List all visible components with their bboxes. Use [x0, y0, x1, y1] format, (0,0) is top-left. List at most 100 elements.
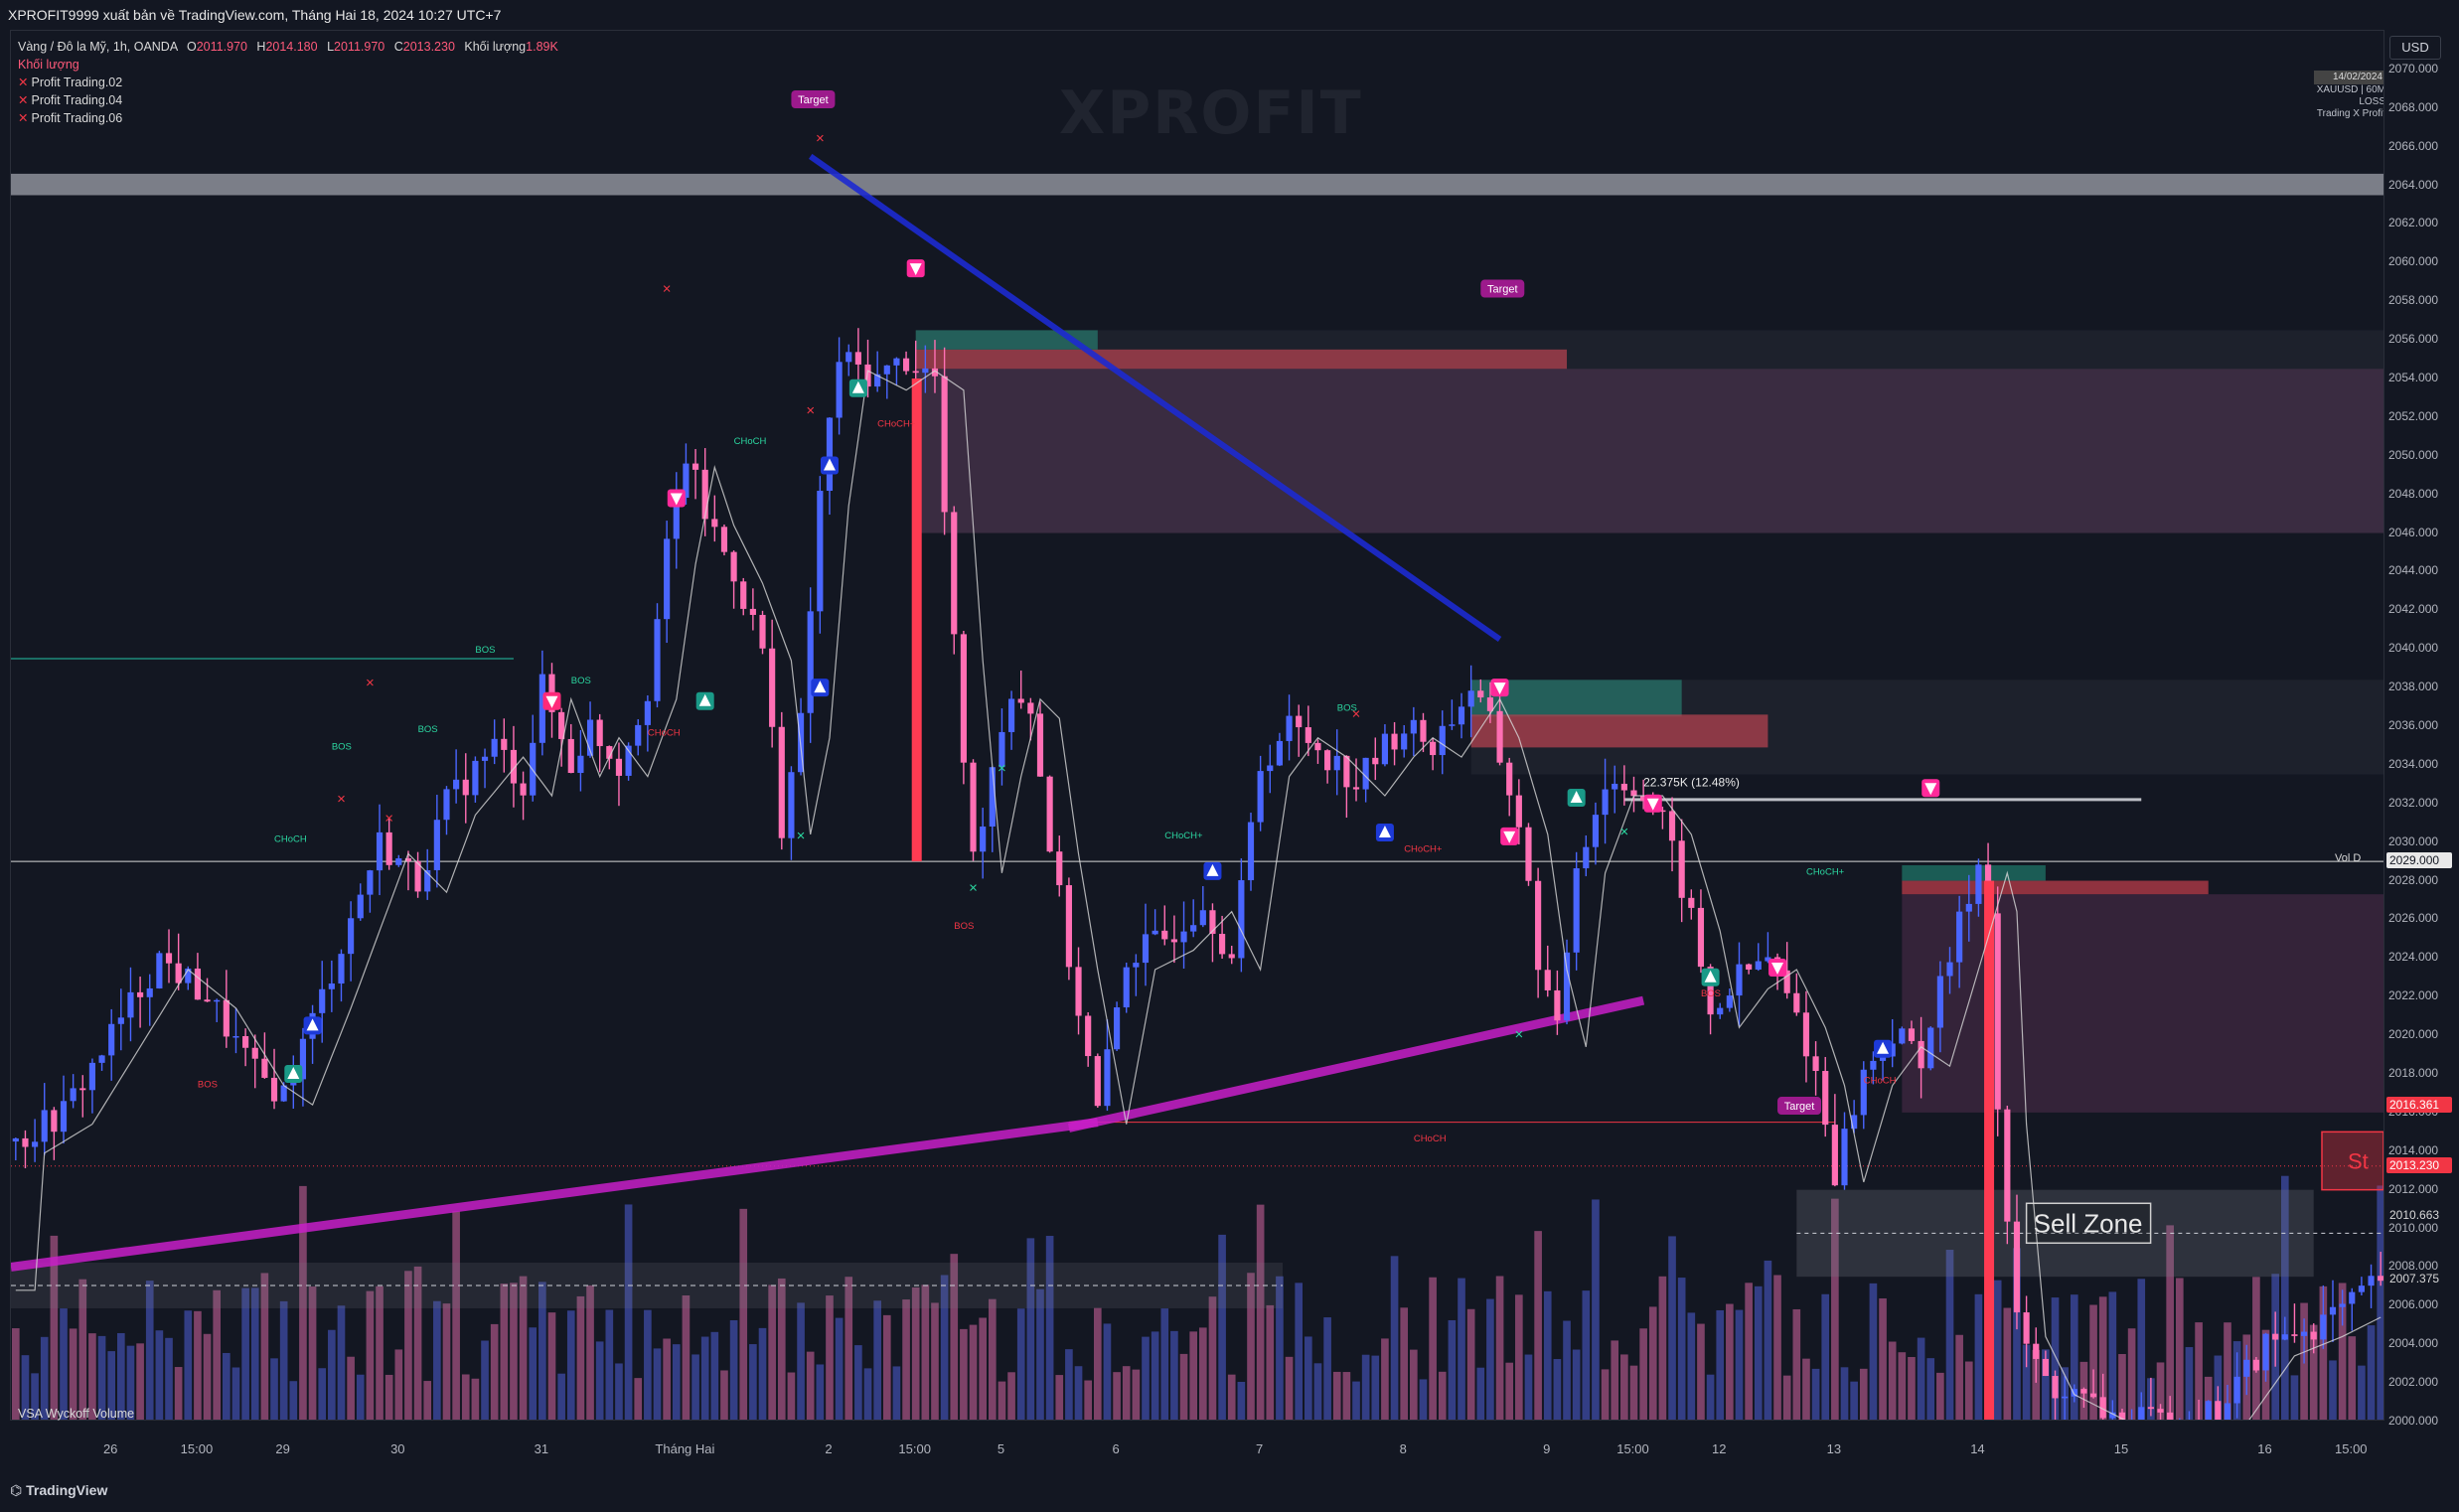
volume-bar — [2358, 1366, 2366, 1421]
candle-body — [1075, 967, 1081, 1015]
volume-bar — [1611, 1340, 1618, 1421]
indicator-item[interactable]: ✕ Profit Trading.06 — [18, 109, 558, 127]
candle-body — [616, 759, 622, 776]
volume-bar — [347, 1357, 355, 1421]
candle-body — [788, 772, 794, 837]
volume-bar — [232, 1367, 240, 1421]
tradingview-logo-icon: ⌬ — [10, 1482, 26, 1498]
candle-body — [137, 992, 143, 997]
volume-bar — [1554, 1359, 1562, 1421]
candle-body — [319, 989, 325, 1013]
candle-body — [386, 832, 392, 865]
volume-bar — [433, 1301, 441, 1421]
volume-bar — [385, 1375, 393, 1421]
volume-bar — [1333, 1372, 1341, 1421]
candle-body — [961, 634, 967, 762]
order-block-area — [916, 330, 2384, 532]
candle-body — [1219, 934, 1225, 954]
volume-bar — [1716, 1310, 1724, 1421]
candle-body — [1793, 993, 1799, 1013]
candle-body — [779, 727, 785, 838]
price-tick: 2050.000 — [2388, 448, 2438, 462]
close-icon[interactable]: ✕ — [18, 76, 28, 89]
candle-body — [492, 739, 498, 757]
candle-body — [1085, 1015, 1091, 1056]
volume-bar — [1639, 1328, 1647, 1421]
volume-bar — [1113, 1372, 1121, 1421]
currency-button[interactable]: USD — [2389, 36, 2441, 60]
vsa-indicator-label[interactable]: VSA Wyckoff Volume — [18, 1407, 134, 1421]
candle-body — [1391, 734, 1397, 750]
candle-body — [1679, 840, 1685, 898]
volume-bar — [663, 1339, 671, 1421]
candle-body — [2148, 1407, 2154, 1409]
volume-bar — [1793, 1309, 1801, 1421]
price-tick: 2034.000 — [2388, 757, 2438, 771]
close-icon[interactable]: ✕ — [18, 93, 28, 107]
structure-label: BOS — [418, 724, 438, 735]
volume-bar — [1773, 1276, 1781, 1421]
candle-body — [1286, 716, 1292, 741]
candle-body — [32, 1141, 38, 1146]
volume-bar — [1620, 1354, 1628, 1421]
indicator-item[interactable]: ✕ Profit Trading.04 — [18, 91, 558, 109]
volume-bar — [1228, 1375, 1236, 1421]
publisher-line: XPROFIT9999 xuất bản về TradingView.com,… — [8, 7, 501, 23]
volume-bar — [577, 1296, 585, 1421]
volume-bar — [1160, 1308, 1168, 1421]
candle-body — [721, 527, 727, 551]
volume-bar — [1189, 1331, 1197, 1421]
structure-label: CHoCH+ — [1404, 843, 1443, 854]
candle-body — [1525, 828, 1531, 881]
candle-body — [1037, 713, 1043, 776]
volume-bar — [759, 1328, 767, 1421]
candle-body — [1899, 1028, 1905, 1043]
price-tick: 2070.000 — [2388, 62, 2438, 76]
symbol-title[interactable]: Vàng / Đô la Mỹ, 1h, OANDA — [18, 40, 178, 54]
candle-body — [1545, 970, 1551, 990]
candle-body — [1468, 690, 1474, 706]
time-tick: 9 — [1543, 1441, 1550, 1456]
volume-bar — [873, 1300, 881, 1421]
candle-body — [127, 992, 133, 1017]
volume-bar — [1266, 1305, 1274, 1421]
price-axis[interactable]: 2000.000 2002.000 2004.000 2006.000 2008.000… — [2384, 30, 2459, 1421]
close-icon[interactable]: ✕ — [18, 111, 28, 125]
volume-bar — [673, 1344, 681, 1421]
candle-body — [1746, 965, 1752, 970]
volume-bar — [854, 1345, 862, 1421]
candle-body — [176, 964, 182, 983]
candle-body — [434, 820, 440, 870]
candle-body — [1937, 976, 1943, 1027]
indicator-item[interactable]: ✕ Profit Trading.02 — [18, 74, 558, 91]
volume-bar — [1449, 1320, 1457, 1421]
price-chart[interactable]: Sell Zone Target Target Target 22.375K (12.4… — [11, 31, 2384, 1421]
candle-body — [1870, 1061, 1876, 1070]
candle-body — [2378, 1276, 2383, 1281]
price-tick: 2004.000 — [2388, 1336, 2438, 1350]
candle-body — [2330, 1307, 2336, 1315]
time-tick: 13 — [1827, 1441, 1841, 1456]
volume-bar — [1534, 1231, 1542, 1421]
time-tick: 26 — [103, 1441, 117, 1456]
time-tick: 29 — [275, 1441, 289, 1456]
candle-body — [1956, 912, 1962, 963]
candle-body — [1171, 939, 1177, 942]
candle-body — [1975, 864, 1981, 904]
order-block-area — [1471, 680, 2384, 774]
price-tick: 2020.000 — [2388, 1027, 2438, 1041]
chart-plot-area[interactable]: Sell Zone Target Target Target 22.375K (12.4… — [10, 30, 2384, 1421]
time-axis[interactable]: 26 15:00 29 30 31 Tháng Hai 2 15:00 5 6 7 8 9 15:00 12… — [10, 1431, 2384, 1464]
vol-d-label: Vol D — [2335, 852, 2361, 864]
volume-bar — [213, 1290, 221, 1421]
volume-row-label[interactable]: Khối lượng — [18, 56, 558, 74]
candle-body — [769, 649, 775, 727]
price-tick: 2012.000 — [2388, 1182, 2438, 1196]
candle-body — [1813, 1056, 1819, 1071]
volume-bar — [270, 1358, 278, 1421]
candle-body — [1477, 690, 1483, 697]
volume-bar — [1975, 1294, 1983, 1421]
structure-label: CHoCH — [734, 436, 767, 447]
price-tick: 2024.000 — [2388, 950, 2438, 964]
tradingview-logo[interactable]: ⌬ TradingView — [10, 1482, 107, 1499]
